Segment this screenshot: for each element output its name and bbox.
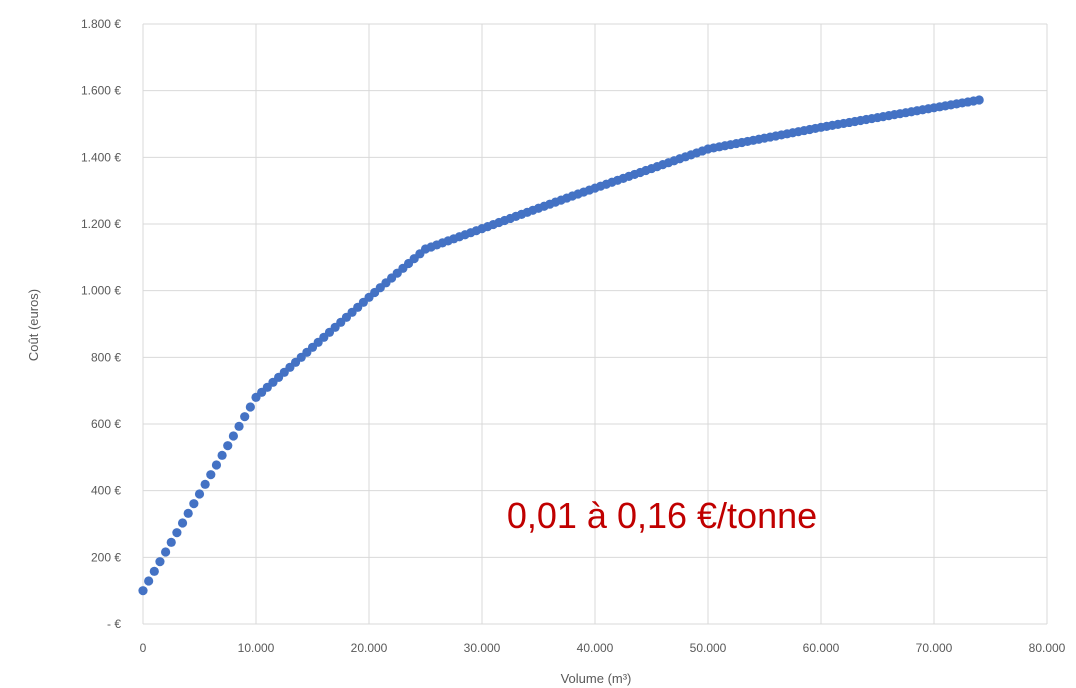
data-point xyxy=(138,586,148,596)
data-point xyxy=(189,499,199,509)
y-tick-label: 1.800 € xyxy=(81,17,121,31)
grid xyxy=(142,23,1048,625)
data-series xyxy=(138,95,984,596)
y-tick-label: 1.200 € xyxy=(81,217,121,231)
data-point xyxy=(240,412,250,422)
y-axis-title: Coût (euros) xyxy=(26,289,41,361)
y-tick-label: 1.000 € xyxy=(81,284,121,298)
data-point xyxy=(234,421,244,431)
y-tick-label: 800 € xyxy=(91,350,121,364)
x-tick-label: 50.000 xyxy=(690,641,727,655)
data-point xyxy=(217,450,227,460)
x-tick-label: 30.000 xyxy=(464,641,501,655)
data-point xyxy=(183,508,193,518)
data-point xyxy=(245,402,255,412)
annotation: 0,01 à 0,16 €/tonne xyxy=(507,495,817,536)
data-point xyxy=(974,95,984,105)
data-point xyxy=(144,576,154,586)
data-point xyxy=(200,479,210,489)
x-axis-title: Volume (m³) xyxy=(561,671,632,686)
data-point xyxy=(211,460,222,470)
data-point xyxy=(194,489,205,499)
y-tick-label: 600 € xyxy=(91,417,121,431)
data-point xyxy=(155,557,165,567)
data-point xyxy=(161,547,171,557)
y-tick-labels: - € 200 € 400 € 600 € 800 € 1.000 € 1.200 € 1.4… xyxy=(81,17,121,631)
x-tick-label: 60.000 xyxy=(803,641,840,655)
data-point xyxy=(172,528,182,538)
x-tick-label: 10.000 xyxy=(238,641,275,655)
y-tick-label: 400 € xyxy=(91,484,121,498)
y-tick-label: 200 € xyxy=(91,550,121,564)
data-point xyxy=(149,566,159,576)
y-tick-label: 1.400 € xyxy=(81,150,121,164)
x-tick-labels: 0 10.000 20.000 30.000 40.000 50.000 60.000 70.… xyxy=(140,641,1066,655)
x-tick-label: 70.000 xyxy=(916,641,953,655)
data-point xyxy=(228,431,238,441)
y-tick-label: - € xyxy=(107,617,121,631)
data-point xyxy=(223,441,233,451)
x-tick-label: 20.000 xyxy=(351,641,388,655)
x-tick-label: 0 xyxy=(140,641,147,655)
data-point xyxy=(166,537,176,547)
data-point xyxy=(206,470,216,480)
data-point xyxy=(177,518,188,528)
x-tick-label: 40.000 xyxy=(577,641,614,655)
x-tick-label: 80.000 xyxy=(1029,641,1066,655)
y-tick-label: 1.600 € xyxy=(81,84,121,98)
